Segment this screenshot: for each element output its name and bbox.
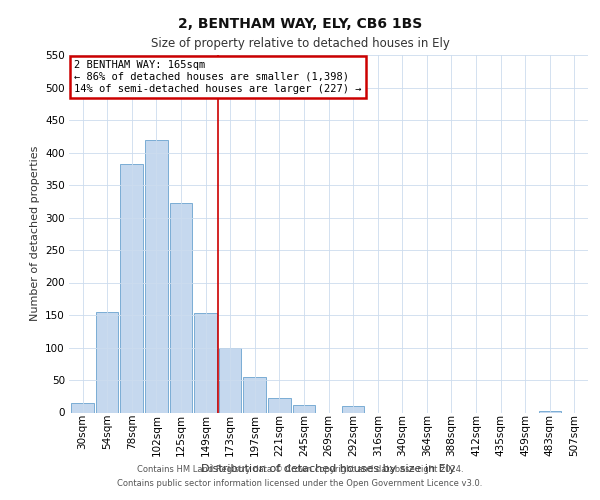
Bar xyxy=(194,313,217,412)
Text: 2, BENTHAM WAY, ELY, CB6 1BS: 2, BENTHAM WAY, ELY, CB6 1BS xyxy=(178,18,422,32)
Bar xyxy=(342,406,364,412)
Text: Contains HM Land Registry data © Crown copyright and database right 2024.
Contai: Contains HM Land Registry data © Crown c… xyxy=(118,466,482,487)
Bar xyxy=(219,348,241,412)
Text: 2 BENTHAM WAY: 165sqm
← 86% of detached houses are smaller (1,398)
14% of semi-d: 2 BENTHAM WAY: 165sqm ← 86% of detached … xyxy=(74,60,362,94)
Bar xyxy=(145,140,167,412)
Bar xyxy=(96,312,118,412)
Bar xyxy=(71,403,94,412)
Bar xyxy=(268,398,290,412)
Bar xyxy=(293,404,315,412)
Bar xyxy=(170,202,192,412)
Y-axis label: Number of detached properties: Number of detached properties xyxy=(29,146,40,322)
Text: Size of property relative to detached houses in Ely: Size of property relative to detached ho… xyxy=(151,38,449,51)
Bar xyxy=(121,164,143,412)
Bar xyxy=(539,410,561,412)
Bar xyxy=(244,377,266,412)
X-axis label: Distribution of detached houses by size in Ely: Distribution of detached houses by size … xyxy=(202,464,455,474)
